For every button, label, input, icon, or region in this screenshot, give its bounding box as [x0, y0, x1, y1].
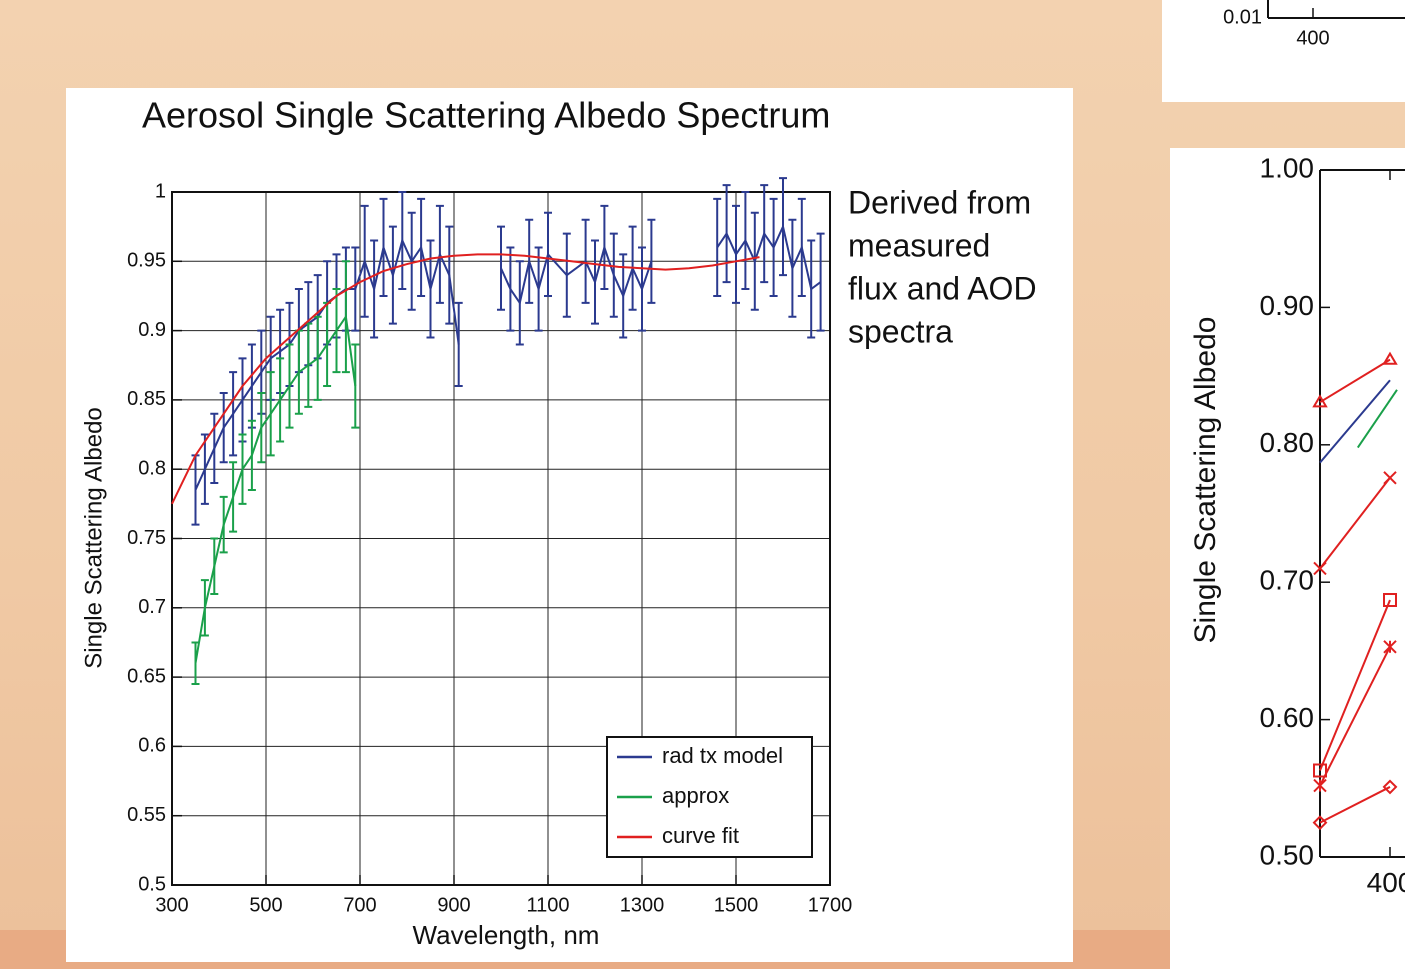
marker	[1312, 815, 1328, 831]
series-line	[194, 314, 357, 664]
series-line	[1356, 389, 1398, 449]
marker	[1382, 351, 1398, 365]
series-line	[1319, 477, 1391, 570]
series-line	[1319, 599, 1391, 771]
y-tick-label: 0.55	[127, 804, 166, 826]
chart-1: 0.01 400	[1223, 0, 1405, 49]
series-line	[1319, 358, 1391, 404]
x-axis-label: Wavelength, nm	[413, 920, 600, 950]
marker	[1312, 394, 1328, 408]
y-tick-label: 0.6	[138, 735, 166, 757]
x-tick-label: 700	[343, 894, 376, 916]
annotation: Derived from	[848, 184, 1031, 220]
series-line	[1319, 646, 1391, 787]
error-bar	[454, 301, 463, 388]
y-tick-label: 0.9	[138, 319, 166, 341]
series-line	[171, 253, 760, 505]
marker	[1313, 561, 1327, 576]
marker	[1313, 763, 1327, 778]
marker	[1313, 778, 1327, 793]
y-tick-label: 0.65	[127, 665, 166, 687]
series-line	[1319, 379, 1391, 464]
series-line	[1319, 786, 1391, 824]
legend-label: approx	[662, 783, 729, 808]
y-tick-label: 0.5	[138, 873, 166, 895]
y-tick-label: 0.90	[1260, 290, 1315, 321]
y-axis-label: Single Scattering Albedo	[1189, 317, 1222, 644]
chart-title: Aerosol Single Scattering Albedo Spectru…	[142, 95, 830, 136]
marker	[1383, 471, 1397, 485]
x-tick-label: 500	[249, 894, 282, 916]
x-tick-label: 1700	[808, 894, 853, 916]
y-tick-label: 0.8	[138, 457, 166, 479]
x-tick-label: 400	[1296, 27, 1329, 49]
plot-frame	[171, 191, 831, 886]
marker	[1383, 593, 1397, 608]
bottom-right-panel	[1170, 148, 1405, 969]
y-tick-label: 0.01	[1223, 6, 1262, 28]
x-tick-label: 300	[155, 894, 188, 916]
x-tick-label: 1500	[714, 894, 759, 916]
y-tick-label: 1.00	[1260, 152, 1315, 183]
x-tick-label: 900	[437, 894, 470, 916]
y-tick-label: 0.85	[127, 388, 166, 410]
y-axis-label: Single Scattering Albedo	[80, 407, 107, 669]
legend-label: rad tx model	[662, 743, 783, 768]
x-tick-label: 400	[1367, 867, 1405, 898]
x-tick-label: 1300	[620, 894, 665, 916]
marker	[1383, 640, 1397, 654]
marker	[1382, 779, 1398, 795]
y-tick-label: 0.70	[1260, 565, 1315, 596]
y-tick-label: 0.50	[1260, 839, 1315, 870]
y-tick-label: 0.60	[1260, 702, 1315, 733]
error-bar	[497, 225, 505, 311]
y-tick-label: 0.80	[1260, 427, 1315, 458]
chart-2: 0.50 0.60 0.70 0.80 0.90 1.00 400 Single Scatte…	[1189, 152, 1405, 898]
annotation: measured	[848, 227, 990, 263]
annotation: spectra	[848, 313, 953, 349]
legend-label: curve fit	[662, 823, 739, 848]
x-tick-label: 1100	[526, 894, 569, 916]
y-tick-label: 0.75	[127, 527, 166, 549]
annotation: flux and AOD	[848, 270, 1037, 306]
y-tick-label: 0.7	[138, 596, 166, 618]
y-tick-label: 0.95	[127, 250, 166, 272]
y-tick-label: 1	[155, 180, 166, 202]
